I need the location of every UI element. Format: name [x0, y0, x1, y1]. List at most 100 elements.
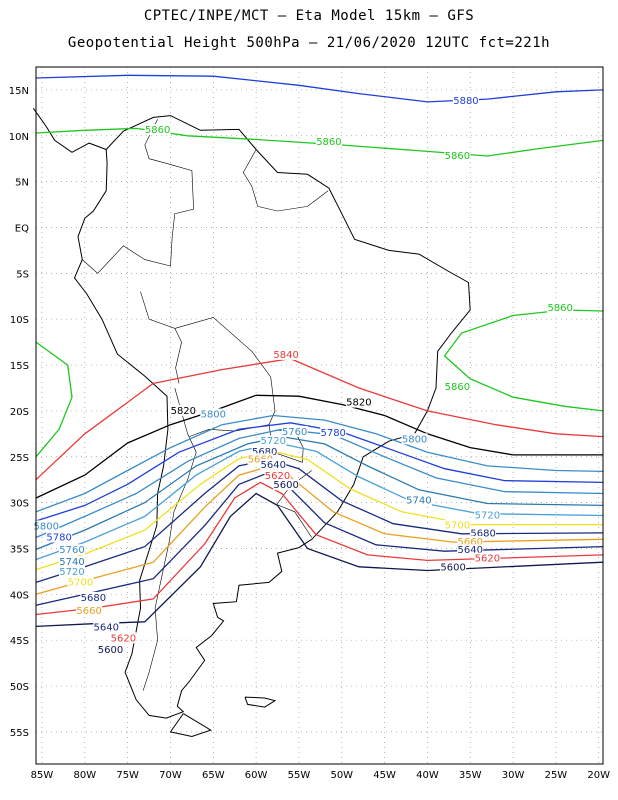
- lon-tick-label: 45W: [373, 770, 396, 781]
- lat-tick-label: EQ: [15, 223, 29, 234]
- contour-line: [35, 127, 604, 157]
- contour-label-bg: [260, 458, 287, 470]
- contour-label: 5860: [547, 303, 572, 314]
- lat-tick-label: 10N: [9, 132, 29, 143]
- contour-label: 5720: [59, 567, 84, 578]
- falkland-islands-coastline: [244, 696, 277, 708]
- contour-label: 5720: [261, 436, 286, 447]
- lon-tick-label: 60W: [245, 770, 268, 781]
- contour-label: 5740: [406, 496, 431, 507]
- country-border: [140, 291, 182, 384]
- contour-label-bg: [444, 149, 471, 161]
- lon-tick-label: 50W: [330, 770, 353, 781]
- contour-label: 5600: [273, 480, 298, 491]
- lat-tick-label: 25S: [10, 453, 29, 464]
- contour-label: 5780: [320, 428, 345, 439]
- contour-label-bg: [247, 453, 274, 465]
- contour-label: 5600: [98, 645, 123, 656]
- contour-label-bg: [58, 556, 85, 568]
- lat-tick-label: 30S: [10, 499, 29, 510]
- contour-label: 5860: [316, 137, 341, 148]
- contour-label: 5700: [68, 577, 93, 588]
- contour-label-bg: [110, 632, 137, 644]
- coastlines: [32, 108, 471, 738]
- lon-tick-label: 85W: [31, 770, 54, 781]
- latitude-labels: 15N 10N 5N EQ 5S 10S 15S 20S 25S 30S 35S 40S 45S 50S 5…: [9, 86, 29, 739]
- contour-label: 5700: [445, 520, 470, 531]
- contour-label: 5800: [201, 410, 226, 421]
- contour-label: 5800: [402, 434, 427, 445]
- lat-tick-label: 5N: [15, 178, 29, 189]
- contour-label-bg: [46, 531, 73, 543]
- contour-label-bg: [251, 446, 278, 458]
- contour-label-bg: [58, 544, 85, 556]
- contour-line: [35, 414, 604, 513]
- country-border: [242, 149, 329, 212]
- contour-line: [35, 357, 604, 481]
- height-contours: [35, 74, 604, 628]
- contour-label-bg: [93, 621, 120, 633]
- contour-line: [35, 458, 604, 584]
- contour-label-bg: [80, 591, 107, 603]
- contour-label-bg: [457, 544, 484, 556]
- contour-label-bg: [315, 136, 342, 148]
- lat-tick-label: 35S: [10, 544, 29, 555]
- south-america-coastline: [73, 115, 471, 719]
- contour-label-bg: [444, 380, 471, 392]
- contour-label-bg: [273, 348, 300, 360]
- contour-label: 5760: [282, 427, 307, 438]
- contour-label-bg: [474, 552, 501, 564]
- lat-tick-label: 20S: [10, 407, 29, 418]
- contour-line: [35, 422, 604, 522]
- contour-label-bg: [457, 535, 484, 547]
- contour-labels: 5880 5860 5860 5860 5860 5860 5840 5820 5820 5800…: [33, 94, 574, 656]
- contour-label-bg: [170, 404, 197, 416]
- contour-line: [35, 481, 604, 616]
- lat-tick-label: 5S: [16, 269, 29, 280]
- contour-label-bg: [444, 519, 471, 531]
- contour-label: 5760: [59, 545, 84, 556]
- lat-tick-label: 15S: [10, 361, 29, 372]
- lon-tick-label: 35W: [459, 770, 482, 781]
- contour-line: [35, 74, 604, 103]
- contour-label: 5840: [273, 350, 298, 361]
- lon-tick-label: 80W: [74, 770, 97, 781]
- contour-label: 5860: [145, 125, 170, 136]
- contour-label: 5640: [261, 460, 286, 471]
- contour-label-bg: [264, 469, 291, 481]
- lon-tick-label: 65W: [202, 770, 225, 781]
- contour-label-bg: [401, 433, 428, 445]
- longitude-labels: 85W 80W 75W 70W 65W 60W 55W 50W 45W 40W 35W 30W 25W 2…: [31, 770, 610, 781]
- tierra-del-fuego-coastline: [169, 713, 212, 738]
- contour-label: 5620: [265, 471, 290, 482]
- contour-label: 5880: [453, 96, 478, 107]
- contour-label: 5640: [458, 545, 483, 556]
- country-border: [174, 317, 276, 437]
- contour-line: [443, 309, 604, 412]
- contour-label: 5860: [445, 151, 470, 162]
- contour-label-bg: [345, 396, 372, 408]
- graticule: [36, 67, 603, 764]
- contour-label: 5680: [470, 529, 495, 540]
- lat-tick-label: 10S: [10, 315, 29, 326]
- central-america-coastline: [32, 108, 107, 153]
- lon-tick-label: 55W: [288, 770, 311, 781]
- map-subtitle: Geopotential Height 500hPa – 21/06/2020 …: [67, 35, 551, 51]
- contour-label: 5820: [171, 406, 196, 417]
- contour-label-bg: [440, 561, 467, 573]
- contour-label-bg: [320, 426, 347, 438]
- contour-label-bg: [452, 94, 479, 106]
- contour-label: 5740: [59, 557, 84, 568]
- lon-tick-label: 70W: [159, 770, 182, 781]
- lat-tick-label: 50S: [10, 682, 29, 693]
- map-title: CPTEC/INPE/MCT – Eta Model 15km – GFS: [143, 8, 475, 24]
- contour-label: 5660: [458, 537, 483, 548]
- contour-label-bg: [474, 509, 501, 521]
- contour-line: [35, 492, 604, 628]
- contour-label: 5720: [475, 510, 500, 521]
- contour-label-bg: [273, 479, 300, 491]
- contour-label: 5660: [76, 606, 101, 617]
- contour-label-bg: [470, 527, 497, 539]
- contour-line: [35, 450, 603, 571]
